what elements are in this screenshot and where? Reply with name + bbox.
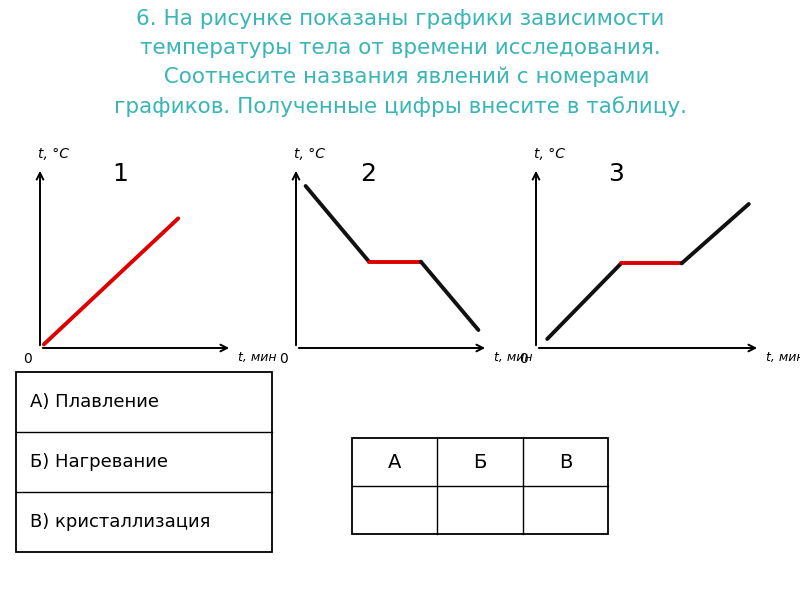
Text: t, мин: t, мин: [766, 351, 800, 364]
Text: t, °C: t, °C: [534, 147, 565, 161]
Bar: [352, 438, 608, 534]
Text: 0: 0: [279, 352, 287, 366]
Text: t, °C: t, °C: [294, 147, 325, 161]
Text: 1: 1: [112, 162, 128, 186]
Text: 2: 2: [360, 162, 376, 186]
Text: В) кристаллизация: В) кристаллизация: [30, 513, 210, 531]
Text: А) Плавление: А) Плавление: [30, 393, 159, 411]
Text: t, мин: t, мин: [494, 351, 533, 364]
Text: 0: 0: [23, 352, 31, 366]
Text: Б: Б: [474, 452, 486, 472]
Text: В: В: [558, 452, 572, 472]
Text: t, мин: t, мин: [238, 351, 277, 364]
Bar: [16, 372, 272, 552]
Text: 0: 0: [519, 352, 527, 366]
Text: А: А: [388, 452, 402, 472]
Text: t, °C: t, °C: [38, 147, 69, 161]
Text: 3: 3: [608, 162, 624, 186]
Text: 6. На рисунке показаны графики зависимости
температуры тела от времени исследова: 6. На рисунке показаны графики зависимос…: [114, 9, 686, 118]
Text: Б) Нагревание: Б) Нагревание: [30, 453, 169, 471]
